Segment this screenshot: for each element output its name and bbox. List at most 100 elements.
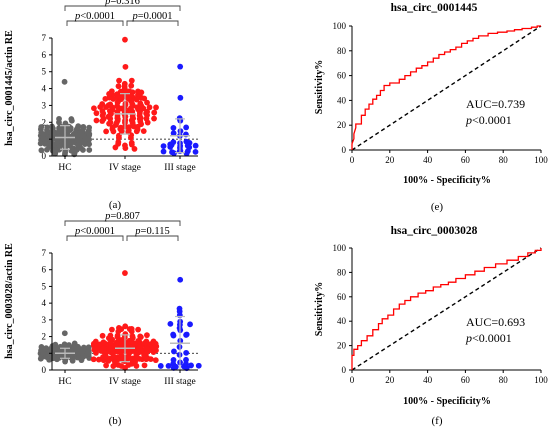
- data-point: [93, 345, 100, 352]
- x-tick-label: 60: [461, 375, 471, 385]
- y-tick-label: 0: [42, 365, 47, 375]
- data-point: [151, 345, 158, 351]
- data-point: [122, 270, 128, 276]
- data-point: [170, 124, 177, 131]
- data-point: [141, 351, 147, 358]
- data-point: [171, 150, 177, 157]
- x-axis-title-e: 100% - Specificity%: [403, 175, 491, 186]
- data-point: [59, 141, 66, 148]
- data-point: [115, 105, 122, 111]
- data-point: [80, 147, 86, 153]
- p-value-label: p=0.807: [104, 211, 140, 222]
- data-point: [103, 104, 109, 111]
- data-point: [118, 341, 125, 348]
- y-tick-label: 80: [337, 46, 347, 56]
- data-point: [128, 82, 135, 89]
- data-point: [144, 99, 150, 106]
- data-point: [58, 127, 65, 134]
- y-tick-label: 5: [42, 67, 47, 77]
- data-point: [144, 119, 151, 126]
- y-axis-title-a: hsa_circ_0001445/actin RE: [4, 30, 15, 146]
- data-point: [128, 134, 134, 141]
- data-point: [135, 88, 141, 95]
- x-tick-label: 100: [534, 375, 548, 385]
- data-point: [177, 276, 184, 283]
- data-point: [118, 363, 125, 369]
- p-value-label: p=0.0001: [131, 11, 172, 22]
- data-point: [44, 124, 51, 131]
- data-point: [75, 123, 82, 130]
- dot-group-iv-stage: [90, 270, 160, 371]
- data-point: [90, 356, 97, 363]
- data-point: [37, 355, 44, 362]
- data-point: [183, 331, 190, 338]
- data-point: [172, 363, 179, 370]
- y-tick-label: 20: [337, 341, 347, 351]
- data-point: [125, 95, 132, 102]
- data-point: [130, 115, 137, 122]
- y-tick-label: 80: [337, 267, 347, 277]
- comparison-bracket: [64, 5, 181, 11]
- data-point: [170, 139, 177, 146]
- data-point: [66, 342, 72, 348]
- scatter-panel-a: hsa_circ_0001445/actin RE 01234567 p=0.3…: [4, 0, 199, 211]
- data-point: [78, 357, 85, 364]
- data-point: [121, 80, 128, 87]
- data-point: [114, 117, 121, 124]
- data-point: [137, 334, 144, 340]
- data-point: [85, 129, 92, 135]
- dot-group-iv-stage: [91, 36, 159, 152]
- data-point: [128, 348, 135, 354]
- x-tick-label: 80: [499, 375, 509, 385]
- dot-group-hc: [37, 78, 93, 158]
- data-point: [68, 116, 75, 122]
- data-point: [85, 349, 92, 355]
- p-value-label: p<0.0001: [74, 226, 115, 237]
- comparison-brackets-a: p=0.316 p<0.0001 p=0.0001: [64, 0, 181, 26]
- data-point: [65, 127, 72, 134]
- p-value-f: p<0.0001: [465, 331, 512, 345]
- data-point: [115, 134, 122, 141]
- axes-a: [49, 37, 198, 159]
- data-point: [131, 145, 138, 152]
- data-point: [183, 349, 190, 356]
- chance-diagonal-line: [351, 25, 542, 151]
- y-tick-label: 6: [42, 50, 47, 60]
- data-point: [187, 321, 193, 328]
- data-point: [38, 147, 45, 154]
- data-point: [188, 362, 194, 369]
- x-tick-label: 0: [350, 155, 355, 165]
- data-point: [91, 105, 97, 112]
- comparison-bracket: [126, 235, 179, 241]
- category-label: III stage: [164, 163, 195, 173]
- y-tick-label: 40: [337, 95, 347, 105]
- data-point: [160, 148, 167, 155]
- data-point: [146, 104, 153, 111]
- data-point: [52, 150, 59, 157]
- comparison-bracket: [126, 20, 179, 26]
- data-point: [122, 36, 128, 43]
- data-point: [128, 141, 135, 148]
- y-tick-label: 4: [42, 84, 47, 94]
- data-point: [56, 354, 63, 361]
- auc-label-e: AUC=0.739: [466, 97, 525, 111]
- y-axis-title-f: Sensitivity%: [314, 282, 325, 336]
- data-point: [109, 104, 116, 111]
- roc-curve-line: [351, 25, 541, 150]
- data-point: [115, 83, 122, 90]
- data-point: [192, 142, 199, 149]
- data-point: [44, 146, 50, 153]
- p-value-label: p<0.0001: [74, 11, 115, 22]
- comparison-brackets-b: p=0.807 p<0.0001 p=0.115: [64, 211, 181, 241]
- p-text-f: <0.0001: [472, 331, 512, 345]
- data-point: [170, 331, 177, 338]
- data-point: [85, 344, 92, 351]
- data-point: [99, 332, 106, 339]
- y-axis-title-b: hsa_circ_0003028/actin RE: [4, 243, 15, 359]
- data-point: [100, 345, 107, 352]
- roc-curve-line: [351, 248, 542, 370]
- y-tick-label: 0: [342, 365, 347, 375]
- x-tick-label: 20: [385, 155, 395, 165]
- category-label: HC: [58, 163, 71, 173]
- data-point: [116, 77, 122, 84]
